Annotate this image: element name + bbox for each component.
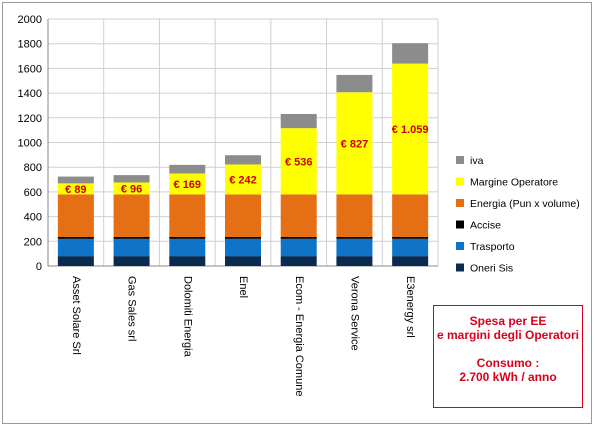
y-tick-label: 1600 (18, 63, 42, 75)
x-tick-label: Ecom - Energia Comune (293, 276, 305, 396)
bar-segment (113, 236, 150, 239)
legend-label: Accise (470, 220, 501, 232)
legend-label: Energia (Pun x volume) (470, 198, 580, 210)
bar-segment (225, 164, 261, 195)
bar-segment (280, 194, 317, 237)
y-tick-label: 800 (24, 162, 42, 174)
bar-segment (225, 236, 261, 239)
bar-segment (113, 182, 150, 195)
margin-data-label: € 242 (229, 174, 257, 186)
note-title-line2: e margini degli Operatori (436, 328, 580, 342)
legend-label: Oneri Sis (470, 263, 513, 275)
bar-segment (169, 173, 206, 195)
bar-segment (225, 194, 261, 237)
x-tick-label: Enel (237, 276, 249, 298)
y-tick-label: 600 (24, 187, 42, 199)
legend-swatch (456, 220, 464, 229)
margin-data-label: € 89 (65, 184, 86, 196)
y-tick-label: 1400 (18, 88, 42, 100)
bar-segment (392, 194, 429, 237)
legend-swatch (456, 242, 464, 250)
legend-label: Trasporto (470, 241, 515, 253)
note-consumo-line1: Consumo : (476, 356, 540, 370)
bar-segment (169, 238, 206, 257)
x-tick-label: Gas Sales srl (126, 276, 138, 341)
margin-data-label: € 536 (285, 156, 313, 168)
stacked-bar-chart: 0 200 400 600 800 1000 1200 1400 1600 1800 2000 € 8… (18, 14, 580, 396)
bar-segment (113, 194, 150, 237)
bar-segment (113, 256, 150, 266)
x-tick-label: E3energy srl (404, 276, 416, 338)
bar-segment (336, 92, 373, 195)
margin-data-label: € 169 (174, 179, 202, 191)
bar-segment (280, 236, 317, 239)
bar-segment (169, 256, 206, 266)
bar-segment (336, 236, 373, 239)
bar-segment (113, 238, 150, 257)
bar-segment (113, 175, 150, 183)
x-tick-label: Dolomiti Energia (181, 276, 193, 358)
bar-segment (57, 183, 94, 195)
legend-swatch (456, 156, 464, 164)
bar-segment (57, 176, 94, 184)
bar-segment (392, 43, 429, 64)
bar-segment (392, 238, 429, 257)
bar-segment (57, 194, 94, 237)
chart-frame: 0 200 400 600 800 1000 1200 1400 1600 1800 2000 € 8… (2, 2, 592, 424)
legend-swatch (456, 177, 464, 186)
bar-segment (336, 238, 373, 257)
bar-segment (280, 238, 317, 257)
note-consumo-line2: 2.700 kWh / anno (459, 370, 557, 384)
bar-segment (57, 236, 94, 239)
margin-data-label: € 96 (121, 183, 142, 195)
bar-segment (392, 236, 429, 239)
bar-segment (336, 194, 373, 237)
bar-segment (336, 74, 373, 93)
y-tick-label: 2000 (18, 14, 42, 26)
margin-data-label: € 1.059 (392, 124, 429, 136)
legend-swatch (456, 199, 464, 207)
y-tick-label: 1200 (18, 113, 42, 125)
bar-segment (169, 164, 206, 174)
x-tick-label: Asset Solare Srl (70, 276, 82, 355)
bar-segment (280, 256, 317, 266)
y-tick-label: 0 (36, 261, 42, 273)
y-tick-label: 200 (24, 236, 42, 248)
bar-segment (225, 256, 261, 266)
margin-data-label: € 827 (341, 138, 369, 150)
legend-label: iva (470, 155, 484, 167)
chart-note-box: Spesa per EE e margini degli Operatori C… (433, 305, 583, 408)
bar-segment (57, 238, 94, 257)
y-tick-label: 400 (24, 212, 42, 224)
x-tick-label: Verona Service (349, 276, 361, 351)
note-title-line1: Spesa per EE (469, 314, 547, 328)
bar-segment (392, 63, 429, 195)
bar-segment (169, 194, 206, 237)
legend-label: Margine Operatore (470, 177, 558, 189)
y-tick-label: 1800 (18, 39, 42, 51)
bar-segment (225, 155, 261, 165)
bar-segment (336, 256, 373, 266)
legend-swatch (456, 263, 464, 272)
bar-segment (57, 256, 94, 266)
bar-segment (280, 113, 317, 129)
bar-segment (392, 256, 429, 266)
bar-segment (225, 238, 261, 257)
bar-segment (169, 236, 206, 239)
y-tick-label: 1000 (18, 138, 42, 150)
bar-segment (280, 128, 317, 195)
